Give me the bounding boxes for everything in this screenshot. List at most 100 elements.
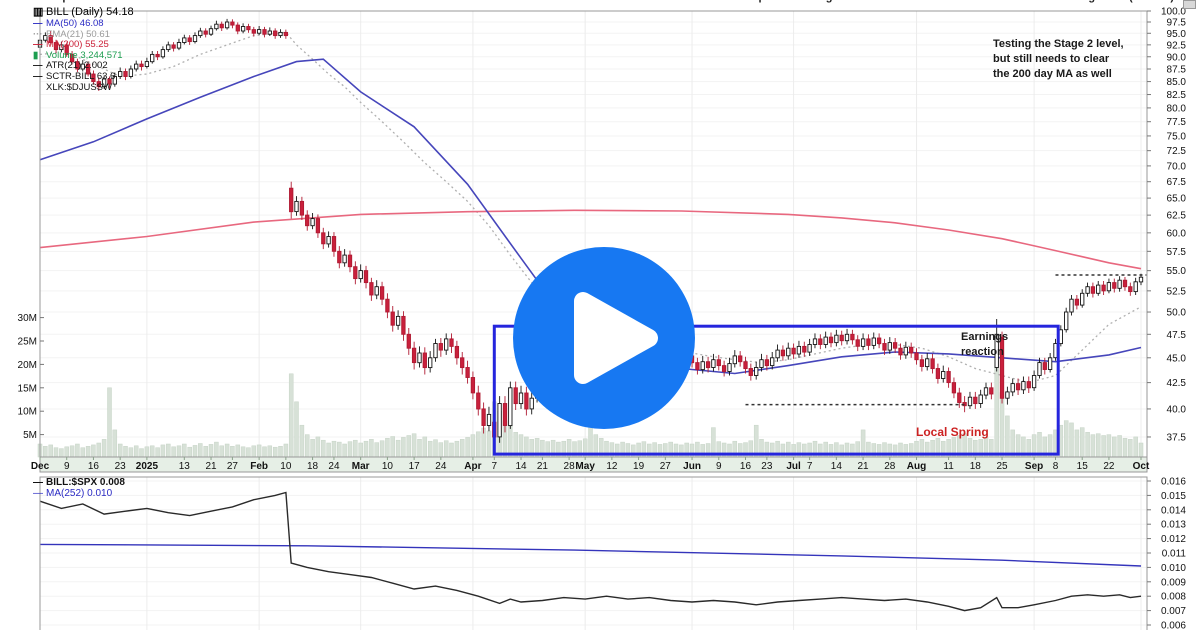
ratio-legend-row-1: — MA(252) 0.010 (33, 488, 113, 499)
svg-text:0.010: 0.010 (1161, 563, 1186, 574)
svg-text:0.011: 0.011 (1162, 549, 1187, 560)
ratio-panel (39, 491, 1142, 612)
legend-row-3: ▮ Volume 3,244,571 (33, 49, 123, 61)
ma200-line (39, 209, 1142, 270)
svg-text:40.0: 40.0 (1167, 404, 1187, 415)
svg-text:16: 16 (740, 461, 752, 472)
svg-text:11: 11 (943, 461, 954, 472)
svg-text:80.0: 80.0 (1167, 103, 1187, 114)
annotation-shapes (492, 274, 1147, 456)
svg-text:Sep: Sep (1025, 461, 1043, 472)
svg-text:9: 9 (716, 461, 722, 472)
svg-text:Oct: Oct (1133, 461, 1150, 472)
main-chart-legend: ▥ BILL (Daily) 54.18 — MA(50) 46.08 ··· EMA(… (33, 6, 134, 93)
svg-text:2025: 2025 (136, 461, 159, 472)
svg-text:17: 17 (409, 461, 421, 472)
svg-text:30M: 30M (18, 313, 37, 324)
svg-text:24: 24 (328, 461, 340, 472)
svg-text:0.006: 0.006 (1161, 621, 1186, 630)
legend-row-1: ··· EMA(21) 50.61 (33, 28, 110, 40)
video-play-button[interactable] (509, 243, 699, 433)
svg-text:21: 21 (205, 461, 217, 472)
svg-text:15: 15 (1077, 461, 1089, 472)
svg-text:9: 9 (64, 461, 70, 472)
legend-swatch: — (33, 18, 43, 29)
svg-text:Jun: Jun (683, 461, 701, 472)
svg-text:12: 12 (606, 461, 618, 472)
legend-row-4: — ATR(21) 2.002 (33, 60, 108, 72)
legend-swatch: — (33, 477, 43, 488)
svg-text:20M: 20M (18, 360, 37, 371)
svg-text:5M: 5M (23, 430, 37, 441)
svg-text:0.007: 0.007 (1161, 606, 1186, 617)
svg-text:10: 10 (280, 461, 292, 472)
svg-text:72.5: 72.5 (1167, 146, 1187, 157)
svg-text:55.0: 55.0 (1167, 266, 1187, 277)
legend-row-5: — SCTR-BILL 63.6 (33, 70, 116, 82)
svg-text:14: 14 (831, 461, 843, 472)
ma252-line (39, 543, 1142, 567)
svg-text:85.0: 85.0 (1167, 77, 1187, 88)
svg-text:42.5: 42.5 (1167, 378, 1187, 389)
play-icon (513, 247, 695, 429)
svg-text:90.0: 90.0 (1167, 52, 1187, 63)
svg-text:0.013: 0.013 (1161, 520, 1186, 531)
svg-text:27: 27 (660, 461, 672, 472)
svg-text:0.008: 0.008 (1161, 592, 1186, 603)
svg-text:77.5: 77.5 (1167, 117, 1187, 128)
svg-text:15M: 15M (18, 383, 37, 394)
svg-text:95.0: 95.0 (1167, 29, 1187, 40)
svg-text:14: 14 (515, 461, 527, 472)
svg-text:27: 27 (227, 461, 239, 472)
svg-text:Mar: Mar (352, 461, 370, 472)
stage2-annotation: Testing the Stage 2 level, but still nee… (993, 38, 1124, 80)
svg-text:May: May (575, 461, 595, 472)
legend-swatch: — (33, 60, 43, 72)
header-date: 26-Sep-2025 (33, 0, 97, 3)
svg-text:52.5: 52.5 (1167, 286, 1187, 297)
svg-text:0.012: 0.012 (1161, 534, 1186, 545)
svg-text:62.5: 62.5 (1167, 211, 1187, 222)
legend-row-6: XLK:$DJUSSW (46, 81, 112, 93)
svg-text:10: 10 (382, 461, 394, 472)
svg-text:16: 16 (88, 461, 100, 472)
svg-text:70.0: 70.0 (1167, 161, 1187, 172)
svg-text:Aug: Aug (907, 461, 926, 472)
svg-text:25: 25 (996, 461, 1008, 472)
svg-text:37.5: 37.5 (1167, 432, 1187, 443)
svg-text:18: 18 (970, 461, 982, 472)
accumulation-box (492, 324, 1060, 456)
svg-text:21: 21 (537, 461, 549, 472)
svg-text:0.015: 0.015 (1161, 491, 1186, 502)
svg-text:57.5: 57.5 (1167, 247, 1187, 258)
legend-swatch: ▮ (33, 49, 39, 61)
ratio-line (39, 491, 1142, 612)
svg-text:0.014: 0.014 (1161, 505, 1186, 516)
svg-text:92.5: 92.5 (1167, 40, 1187, 51)
svg-text:Feb: Feb (250, 461, 268, 472)
earnings-annotation: Earnings reaction (961, 331, 1009, 358)
svg-text:22: 22 (1103, 461, 1115, 472)
header-ohlc: Open 53.35 High 54.52 Low 53.30 Close 54… (750, 0, 1174, 3)
legend-row-0: — MA(50) 46.08 (33, 18, 104, 29)
symbol-title-row: ▥ BILL (Daily) 54.18 (33, 6, 134, 19)
chart-style-icon (1183, 0, 1196, 9)
legend-swatch: ··· (33, 28, 43, 40)
symbol-title: BILL (Daily) 54.18 (46, 6, 134, 18)
svg-text:25M: 25M (18, 337, 37, 348)
svg-text:60.0: 60.0 (1167, 228, 1187, 239)
svg-text:Dec: Dec (31, 461, 50, 472)
svg-text:75.0: 75.0 (1167, 131, 1187, 142)
svg-text:23: 23 (761, 461, 773, 472)
svg-text:7: 7 (492, 461, 498, 472)
svg-text:13: 13 (179, 461, 191, 472)
svg-text:23: 23 (115, 461, 127, 472)
svg-text:28: 28 (884, 461, 896, 472)
svg-text:0.009: 0.009 (1161, 577, 1186, 588)
ratio-legend-row-0: — BILL:$SPX 0.008 (33, 477, 125, 488)
legend-swatch: — (33, 39, 43, 51)
svg-text:82.5: 82.5 (1167, 90, 1187, 101)
svg-text:7: 7 (807, 461, 813, 472)
svg-text:50.0: 50.0 (1167, 308, 1187, 319)
